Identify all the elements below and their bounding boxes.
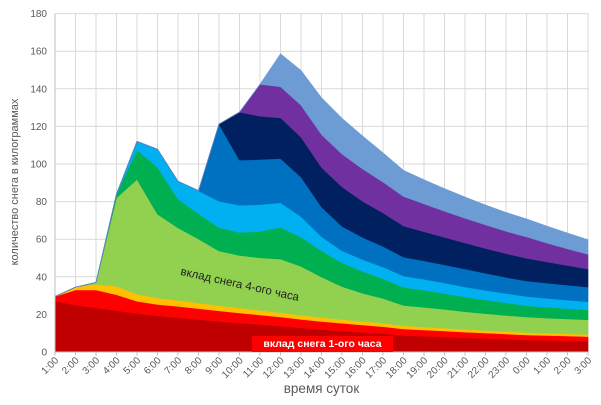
annotation-hour1-label[interactable]: вклад снега 1-ого часа xyxy=(252,336,393,352)
y-tick-label: 140 xyxy=(30,84,47,95)
y-tick-label: 100 xyxy=(30,160,47,171)
x-axis-title: время суток xyxy=(283,381,360,396)
x-tick-label: 20:00 xyxy=(425,355,451,381)
x-tick-label: 10:00 xyxy=(220,355,246,381)
y-tick-label: 60 xyxy=(36,235,48,246)
x-tick-label: 1:00 xyxy=(532,355,554,377)
x-tick-label: 16:00 xyxy=(343,355,369,381)
y-axis-title: количество снега в килограммах xyxy=(9,98,21,266)
y-tick-label: 20 xyxy=(36,310,48,321)
x-tick-label: 6:00 xyxy=(142,355,164,377)
x-tick-label: 0:00 xyxy=(511,355,533,377)
x-tick-label: 2:00 xyxy=(60,355,82,377)
x-tick-label: 3:00 xyxy=(573,355,595,377)
y-tick-label: 120 xyxy=(30,122,47,133)
y-tick-label: 180 xyxy=(30,9,47,20)
x-tick-label: 22:00 xyxy=(466,355,492,381)
y-tick-label: 80 xyxy=(36,197,48,208)
x-tick-label: 18:00 xyxy=(384,355,410,381)
y-tick-label: 40 xyxy=(36,272,48,283)
x-tick-label: 21:00 xyxy=(446,355,472,381)
x-tick-label: 4:00 xyxy=(101,355,123,377)
axes xyxy=(54,13,589,356)
area-series-layer xyxy=(54,53,589,353)
x-tick-label: 11:00 xyxy=(241,355,266,380)
x-tick-label: 15:00 xyxy=(323,355,349,381)
x-tick-label: 2:00 xyxy=(552,355,574,377)
x-tick-label: 13:00 xyxy=(282,355,308,381)
x-tick-label: 14:00 xyxy=(302,355,328,381)
y-tick-label: 0 xyxy=(41,348,47,359)
area-series-10-steel-blue[interactable] xyxy=(54,53,589,297)
x-tick-label: 17:00 xyxy=(364,355,390,381)
x-tick-label: 3:00 xyxy=(81,355,103,377)
x-tick-label: 23:00 xyxy=(487,355,513,381)
x-tick-label: 7:00 xyxy=(163,355,185,377)
x-tick-label: 8:00 xyxy=(183,355,205,377)
x-tick-label: 12:00 xyxy=(261,355,287,381)
x-tick-label: 5:00 xyxy=(122,355,144,377)
x-tick-label: 19:00 xyxy=(405,355,431,381)
y-tick-label: 160 xyxy=(30,47,47,58)
